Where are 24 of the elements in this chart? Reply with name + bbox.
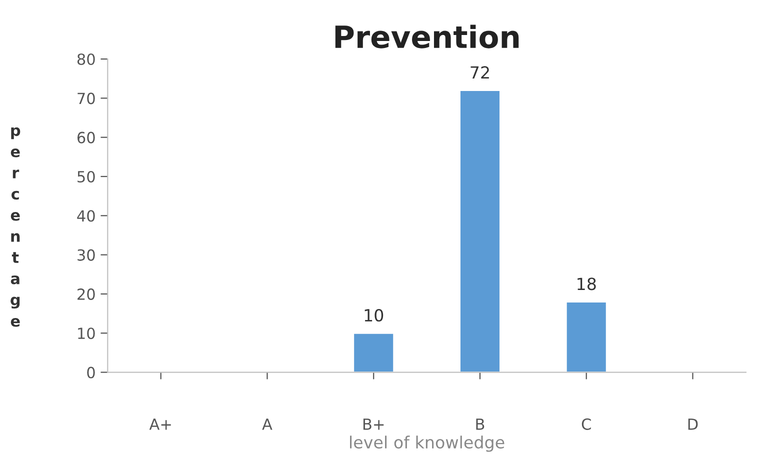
y-tick-label: 60 [77, 132, 95, 144]
y-tick-label: 70 [78, 92, 95, 104]
bar [565, 301, 608, 372]
chart-title: Prevention [335, 24, 519, 48]
y-tick-label: 10 [78, 328, 95, 340]
x-tick-label: A+ [149, 418, 171, 430]
x-tick-label: A [262, 418, 272, 430]
x-tick-label: D [688, 418, 698, 430]
y-tick-label: 50 [78, 170, 95, 183]
y-tick-label: 30 [78, 249, 95, 261]
text: percentage [10, 127, 20, 327]
y-tick-label: 20 [78, 288, 95, 300]
x-tick-label: B [476, 418, 484, 430]
y-tick-label: 0 [87, 366, 95, 378]
x-axis-title: level of knowledge [350, 436, 504, 452]
x-tick-label: B+ [363, 418, 384, 430]
data-label: 72 [470, 66, 489, 79]
data-label: 10 [364, 308, 384, 322]
bar [352, 332, 395, 372]
bar [459, 90, 501, 372]
data-label: 18 [578, 278, 596, 290]
y-tick-label: 80 [77, 53, 95, 66]
y-tick-label: 40 [77, 210, 95, 222]
x-tick-label: C [582, 418, 591, 430]
